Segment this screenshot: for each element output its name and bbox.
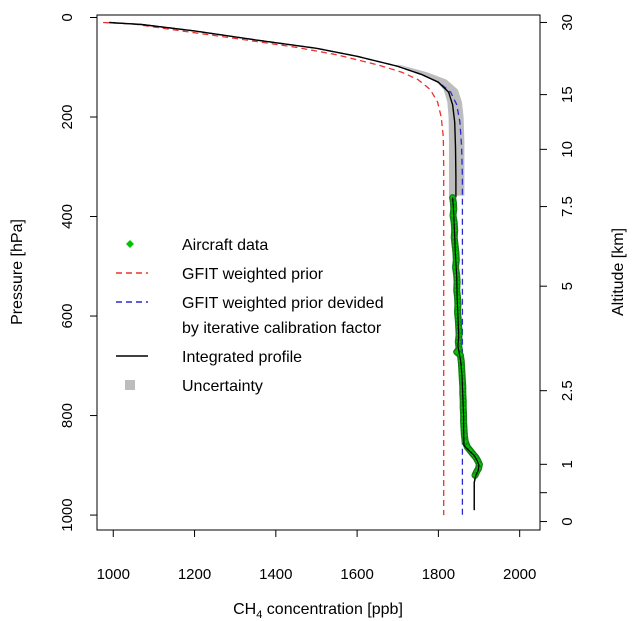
legend-label-continued: by iterative calibration factor [182,320,382,337]
legend: Aircraft data GFIT weighted prior GFIT wei… [116,237,384,395]
legend-label: Aircraft data [182,237,268,254]
altitude-tick-label: 7.5 [559,196,576,217]
y-axis: 0 200 400 600 800 1000 [59,13,97,532]
uncertainty-band [397,64,465,196]
y-tick-label: 600 [59,304,76,329]
y-tick-label: 200 [59,104,76,129]
altitude-tick-label: 30 [559,14,576,31]
x-axis-label-subscript: 4 [256,609,262,621]
y-tick-label: 400 [59,204,76,229]
integrated-profile-overlay [452,197,480,511]
legend-aircraft-symbol [126,240,134,248]
altitude-tick-label: 10 [559,141,576,158]
gfit-prior-line [103,21,445,516]
aircraft-data-point [449,211,457,220]
plot-frame [96,14,541,531]
x-axis-label-rest: concentration [ppb] [262,601,403,618]
x-tick-label: 1800 [422,566,455,583]
altitude-tick-label: 1 [559,460,576,468]
y-tick-label: 0 [59,13,76,21]
altitude-tick-label: 5 [559,282,576,290]
x-tick-label: 1000 [97,566,130,583]
legend-label: GFIT weighted prior [182,266,324,283]
x-tick-label: 2000 [503,566,536,583]
legend-label: GFIT weighted prior devided [182,295,384,312]
x-axis: 1000 1200 1400 1600 1800 2000 [97,530,536,583]
legend-label: Uncertainty [182,378,263,395]
x-axis-label-main: CH [233,601,256,618]
altitude-tick-label: 0 [559,517,576,525]
y-tick-label: 800 [59,403,76,428]
y2-axis-label: Altitude [km] [610,228,627,316]
uncertainty-area [397,64,465,196]
x-axis-label: CH4 concentration [ppb] [233,601,403,621]
legend-uncertainty-symbol [125,380,135,390]
x-tick-label: 1600 [340,566,373,583]
altitude-tick-label: 2.5 [559,380,576,401]
aircraft-data-point [451,263,460,271]
y-tick-label: 1000 [59,498,76,531]
y-axis-label: Pressure [hPa] [9,219,26,325]
legend-label: Integrated profile [182,349,302,366]
plot-box [96,14,541,531]
x-tick-label: 1400 [259,566,292,583]
x-tick-label: 1200 [178,566,211,583]
altitude-tick-label: 15 [559,86,576,103]
series-layer [103,21,484,516]
